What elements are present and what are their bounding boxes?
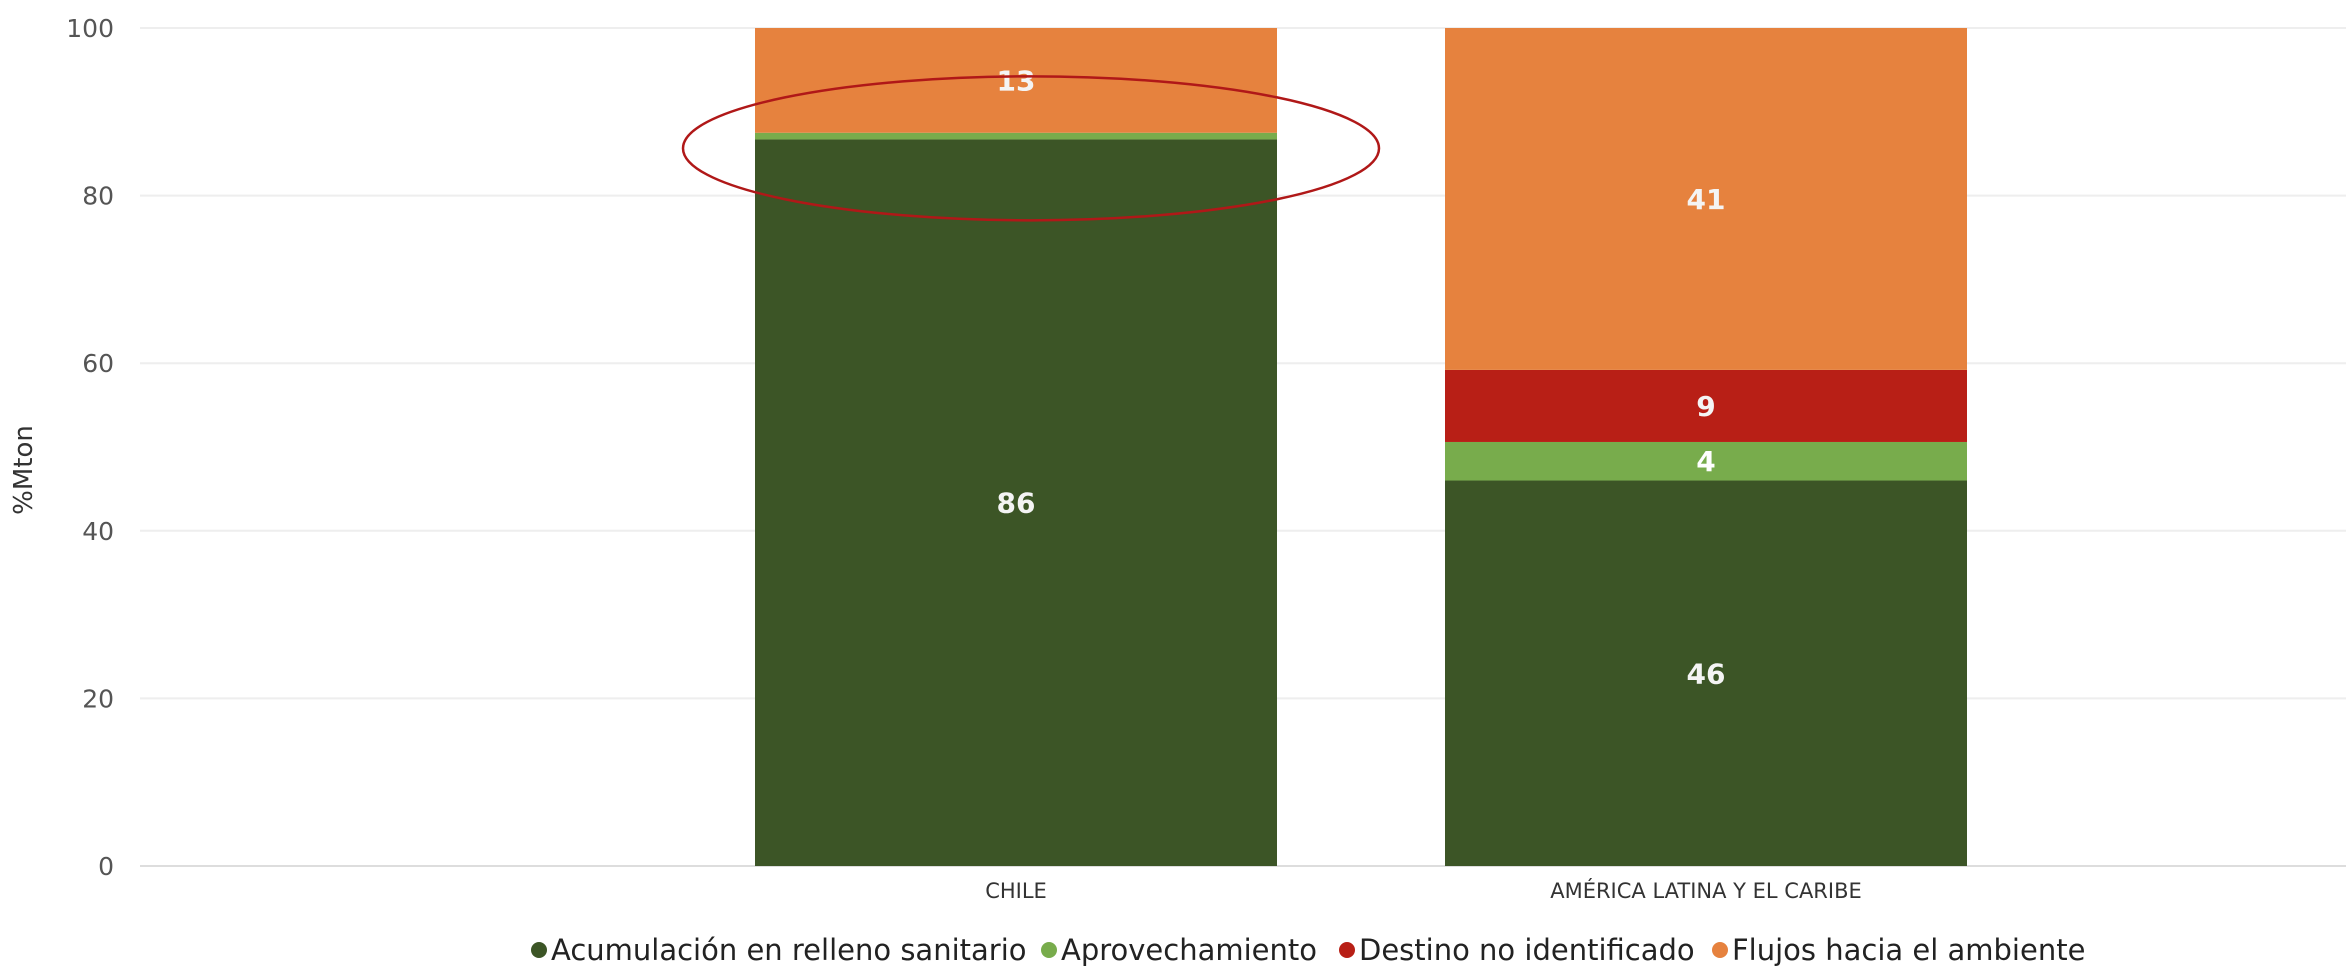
bar-segment-1-1[interactable] — [1445, 441, 1967, 481]
y-tick-label: 40 — [82, 517, 114, 546]
legend-label: Aprovechamiento — [1061, 933, 1317, 967]
bar-segment-0-0[interactable] — [755, 139, 1277, 867]
legend-label: Flujos hacia el ambiente — [1732, 933, 2085, 967]
y-tick-label: 80 — [82, 182, 114, 211]
x-axis-categories: CHILE AMÉRICA LATINA Y EL CARIBE — [985, 878, 1862, 903]
legend-marker — [1041, 942, 1057, 958]
segment-value-label: 41 — [1687, 183, 1726, 216]
bar-segment-0-3[interactable] — [755, 28, 1277, 133]
bars-layer — [755, 28, 1967, 867]
legend-label: Destino no identificado — [1359, 933, 1695, 967]
x-category-label: CHILE — [985, 879, 1047, 903]
y-tick-label: 60 — [82, 349, 114, 378]
bar-segment-0-1[interactable] — [755, 132, 1277, 140]
segment-labels: 86 13 46 4 9 41 — [997, 64, 1726, 690]
y-tick-label: 0 — [98, 852, 114, 881]
y-axis-label: %Mton — [9, 425, 39, 515]
bar-segment-1-3[interactable] — [1445, 28, 1967, 370]
legend-item[interactable]: Acumulación en relleno sanitario — [531, 933, 1027, 967]
legend-marker — [531, 942, 547, 958]
legend-item[interactable]: Aprovechamiento — [1041, 933, 1317, 967]
y-axis-ticks: 0 20 40 60 80 100 — [66, 14, 114, 881]
legend-item[interactable]: Flujos hacia el ambiente — [1712, 933, 2085, 967]
bar-segment-1-0[interactable] — [1445, 480, 1967, 866]
y-tick-label: 20 — [82, 684, 114, 713]
segment-value-label: 46 — [1687, 657, 1726, 690]
legend: Acumulación en relleno sanitario Aprovech… — [531, 933, 2085, 967]
bar-segment-1-2[interactable] — [1445, 369, 1967, 442]
legend-marker — [1339, 942, 1355, 958]
x-category-label: AMÉRICA LATINA Y EL CARIBE — [1550, 878, 1862, 903]
segment-value-label: 13 — [997, 64, 1036, 97]
legend-label: Acumulación en relleno sanitario — [551, 933, 1027, 967]
segment-value-label: 9 — [1696, 390, 1715, 423]
highlight-ellipse — [681, 75, 1381, 222]
annotation-layer — [681, 75, 1381, 222]
segment-value-label: 4 — [1696, 445, 1715, 478]
segment-value-label: 86 — [997, 487, 1036, 520]
legend-item[interactable]: Destino no identificado — [1339, 933, 1695, 967]
y-tick-label: 100 — [66, 14, 114, 43]
legend-marker — [1712, 942, 1728, 958]
